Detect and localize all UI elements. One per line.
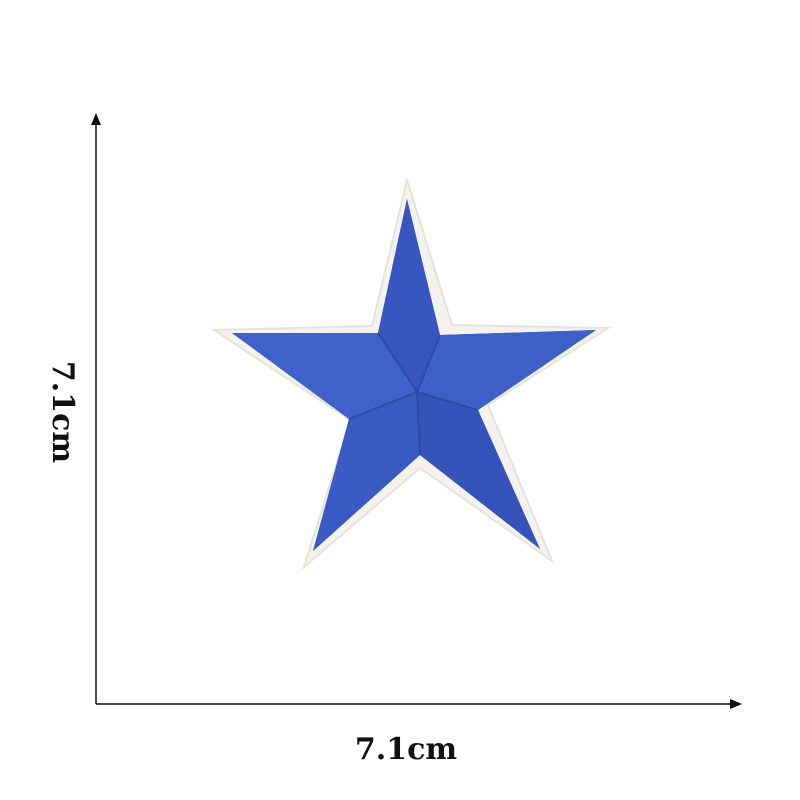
height-dimension-label: 7.1cm	[45, 360, 80, 464]
star-seams	[348, 332, 479, 456]
arrow-up-icon	[91, 113, 101, 125]
width-dimension-label: 7.1cm	[354, 732, 458, 767]
arrow-right-icon	[730, 699, 742, 709]
